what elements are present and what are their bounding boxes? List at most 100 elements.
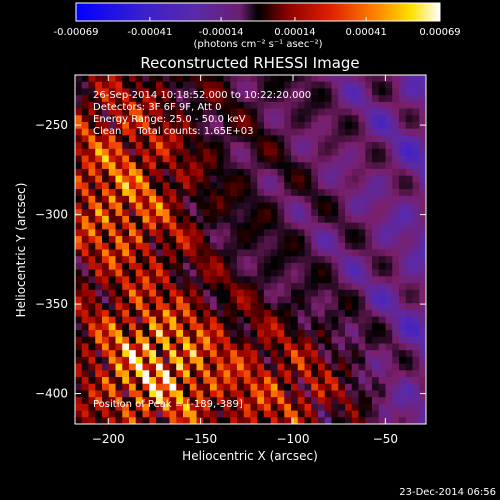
heatmap-cell — [237, 135, 245, 143]
heatmap-cell — [270, 155, 279, 163]
heatmap-cell — [257, 256, 265, 264]
heatmap-cell — [345, 390, 353, 398]
heatmap-cell — [115, 189, 123, 197]
heatmap-cell — [338, 296, 346, 304]
heatmap-cell — [345, 316, 353, 324]
heatmap-cell — [345, 189, 353, 197]
heatmap-cell — [318, 410, 326, 418]
heatmap-cell — [196, 108, 204, 116]
heatmap-cell — [156, 189, 164, 197]
heatmap-cell — [338, 377, 346, 385]
heatmap-cell — [419, 330, 426, 338]
heatmap-cell — [378, 108, 387, 116]
heatmap-cell — [108, 101, 117, 110]
heatmap-cell — [257, 142, 265, 150]
heatmap-cell — [324, 222, 333, 230]
heatmap-cell — [270, 350, 279, 358]
heatmap-cell — [311, 108, 319, 116]
heatmap-cell — [81, 242, 90, 251]
heatmap-cell — [223, 336, 231, 345]
heatmap-cell — [318, 403, 326, 412]
heatmap-cell — [399, 142, 407, 150]
heatmap-cell — [169, 121, 177, 130]
heatmap-cell — [230, 276, 238, 284]
heatmap-cell — [358, 377, 366, 385]
heatmap-cell — [176, 95, 184, 103]
heatmap-cell — [324, 195, 333, 204]
heatmap-cell — [115, 390, 123, 398]
heatmap-cell — [412, 182, 420, 190]
heatmap-cell — [129, 95, 137, 103]
heatmap-cell — [102, 390, 110, 398]
heatmap-cell — [122, 202, 130, 210]
heatmap-cell — [169, 182, 177, 190]
heatmap-cell — [135, 309, 144, 318]
heatmap-cell — [108, 303, 117, 311]
heatmap-cell — [419, 236, 426, 244]
heatmap-cell — [297, 377, 306, 385]
heatmap-cell — [345, 236, 353, 244]
heatmap-cell — [270, 222, 279, 230]
heatmap-cell — [365, 249, 373, 257]
heatmap-cell — [183, 229, 191, 237]
heatmap-cell — [169, 276, 177, 284]
heatmap-cell — [122, 330, 130, 338]
heatmap-cell — [162, 343, 171, 351]
heatmap-cell — [372, 262, 380, 271]
heatmap-cell — [365, 242, 373, 251]
heatmap-cell — [135, 296, 144, 304]
heatmap-cell — [331, 383, 339, 392]
heatmap-cell — [95, 403, 103, 412]
heatmap-cell — [196, 370, 204, 378]
heatmap-cell — [88, 330, 96, 338]
heatmap-cell — [284, 121, 292, 130]
heatmap-cell — [372, 289, 380, 298]
heatmap-cell — [378, 88, 387, 96]
heatmap-cell — [135, 283, 144, 291]
heatmap-cell — [331, 316, 339, 324]
heatmap-cell — [284, 370, 292, 378]
heatmap-cell — [142, 168, 150, 177]
heatmap-cell — [324, 330, 333, 338]
heatmap-cell — [277, 410, 285, 418]
heatmap-cell — [297, 343, 306, 351]
heatmap-cell — [270, 95, 279, 103]
heatmap-cell — [405, 343, 414, 351]
heatmap-cell — [95, 363, 103, 371]
heatmap-cell — [243, 121, 252, 130]
heatmap-cell — [75, 249, 83, 257]
heatmap-cell — [223, 168, 231, 177]
heatmap-cell — [149, 283, 157, 291]
heatmap-cell — [149, 101, 157, 110]
heatmap-cell — [189, 330, 198, 338]
heatmap-cell — [75, 121, 83, 130]
heatmap-cell — [419, 377, 426, 385]
heatmap-cell — [311, 209, 319, 217]
heatmap-cell — [210, 128, 218, 136]
heatmap-cell — [95, 283, 103, 291]
heatmap-cell — [162, 276, 171, 284]
heatmap-cell — [88, 336, 96, 345]
heatmap-cell — [412, 189, 420, 197]
heatmap-cell — [351, 262, 360, 271]
heatmap-cell — [304, 128, 312, 136]
heatmap-cell — [331, 303, 339, 311]
heatmap-cell — [237, 182, 245, 190]
colorbar-unit-label: (photons cm⁻² s⁻¹ asec⁻²) — [193, 39, 322, 50]
heatmap-cell — [169, 242, 177, 251]
heatmap-cell — [351, 195, 360, 204]
heatmap-cell — [284, 229, 292, 237]
heatmap-cell — [419, 316, 426, 324]
heatmap-cell — [122, 303, 130, 311]
heatmap-cell — [95, 121, 103, 130]
heatmap-cell — [88, 296, 96, 304]
heatmap-cell — [176, 343, 184, 351]
heatmap-cell — [176, 323, 184, 331]
heatmap-cell — [392, 350, 400, 358]
heatmap-cell — [169, 403, 177, 412]
heatmap-cell — [156, 316, 164, 324]
heatmap-cell — [250, 182, 258, 190]
heatmap-cell — [108, 175, 117, 183]
heatmap-cell — [243, 276, 252, 284]
heatmap-cell — [135, 242, 144, 251]
